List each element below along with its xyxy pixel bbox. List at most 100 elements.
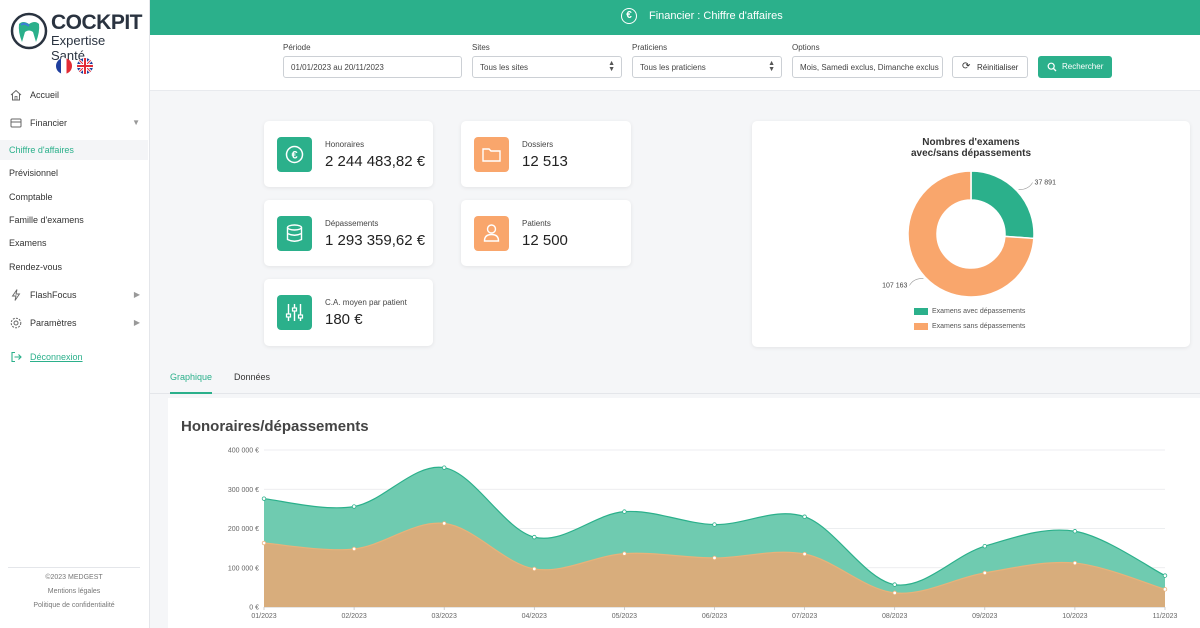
- data-point: [982, 570, 987, 576]
- tab-graphique[interactable]: Graphique: [170, 372, 213, 394]
- sidebar-subitem-label: Examens: [9, 238, 47, 248]
- data-point: [1072, 529, 1078, 534]
- legend-swatch: [914, 323, 928, 330]
- x-tick-label: 10/2023: [1062, 613, 1087, 620]
- sidebar-subitem-label: Famille d'examens: [9, 215, 84, 225]
- sidebar-subitem-previsionnel[interactable]: Prévisionnel: [0, 163, 148, 183]
- brand-subtitle: Expertise Santé: [51, 33, 106, 63]
- language-switcher: [56, 58, 96, 76]
- data-point: [442, 465, 447, 470]
- search-button[interactable]: Rechercher: [1038, 56, 1112, 78]
- folder-icon: [474, 137, 509, 172]
- area-chart: 0 € 100 000 € 200 000 € 300 000 € 400 000 € 0…: [228, 448, 1178, 621]
- french-flag-icon[interactable]: [56, 58, 72, 74]
- sites-select[interactable]: Tous les sites ▲ ▼: [472, 56, 622, 78]
- sidebar-item-parametres[interactable]: Paramètres ▶: [0, 312, 150, 336]
- data-point: [802, 551, 807, 557]
- donut-value-label: 107 163: [882, 283, 907, 290]
- data-point: [892, 582, 897, 587]
- period-input[interactable]: 01/01/2023 au 20/11/2023: [283, 56, 462, 78]
- data-point: [712, 555, 717, 561]
- kpi-value: 12 513: [522, 153, 568, 170]
- x-tick-label: 01/2023: [251, 613, 276, 620]
- donut-title-line1: Nombres d'examens: [922, 137, 1020, 148]
- chevron-down-icon: ▼: [132, 118, 140, 127]
- sidebar-subitem-famille-examens[interactable]: Famille d'examens: [0, 210, 148, 230]
- kpi-label: C.A. moyen par patient: [325, 298, 407, 307]
- page-title: Financier : Chiffre d'affaires: [649, 10, 783, 22]
- chevron-right-icon: ▶: [133, 318, 140, 327]
- x-tick-label: 08/2023: [882, 613, 907, 620]
- practitioners-value: Tous les praticiens: [640, 63, 706, 72]
- data-point: [892, 590, 897, 596]
- logout-icon: [11, 351, 22, 363]
- donut-leader-line: [909, 278, 924, 286]
- sidebar-subitem-label: Comptable: [9, 192, 53, 202]
- data-point: [442, 521, 447, 526]
- kpi-label: Honoraires: [325, 140, 365, 149]
- period-label: Période: [283, 43, 311, 52]
- filter-bar: Période 01/01/2023 au 20/11/2023 Sites T…: [150, 35, 1200, 91]
- kpi-card-depassements: Dépassements 1 293 359,62 €: [264, 200, 433, 266]
- kpi-card-ca-moyen: C.A. moyen par patient 180 €: [264, 279, 433, 346]
- kpi-value: 2 244 483,82 €: [325, 153, 426, 170]
- practitioners-select[interactable]: Tous les praticiens ▲ ▼: [632, 56, 782, 78]
- data-point: [351, 546, 357, 552]
- logout-link[interactable]: Déconnexion: [0, 346, 150, 370]
- reset-button[interactable]: ⟳ Réinitialiser: [952, 56, 1028, 78]
- euro-icon: €: [277, 137, 312, 172]
- legend-swatch: [914, 308, 928, 315]
- home-icon: [10, 89, 22, 101]
- euro-icon: €: [621, 8, 637, 24]
- kpi-card-dossiers: Dossiers 12 513: [461, 121, 631, 187]
- data-point: [622, 509, 627, 514]
- donut-card: Nombres d'examens avec/sans dépassements…: [752, 121, 1190, 347]
- privacy-link[interactable]: Politique de confidentialité: [33, 602, 115, 609]
- legal-link[interactable]: Mentions légales: [47, 588, 101, 595]
- sidebar-item-label: Financier: [30, 118, 68, 128]
- area-chart-card: Honoraires/dépassements 0 € 100 000 € 200 …: [168, 398, 1200, 628]
- logo[interactable]: COCKPIT Expertise Santé: [10, 12, 143, 63]
- sidebar-item-label: Paramètres: [30, 318, 77, 328]
- y-tick-label: 300 000 €: [228, 487, 259, 494]
- options-input[interactable]: Mois, Samedi exclus, Dimanche exclus: [792, 56, 943, 78]
- sidebar-subitem-label: Rendez-vous: [9, 262, 63, 272]
- search-label: Rechercher: [1062, 62, 1104, 71]
- sidebar-item-label: Accueil: [30, 90, 60, 100]
- y-tick-label: 400 000 €: [228, 448, 259, 455]
- kpi-label: Dossiers: [522, 140, 554, 149]
- data-point: [982, 543, 987, 549]
- tab-donnees[interactable]: Données: [234, 372, 271, 382]
- page-header: € Financier : Chiffre d'affaires: [150, 0, 1200, 35]
- refresh-icon: ⟳: [962, 61, 971, 72]
- sidebar-item-financier[interactable]: Financier ▼: [0, 112, 150, 136]
- x-tick-label: 04/2023: [522, 613, 547, 620]
- data-point: [532, 534, 537, 540]
- donut-title-line2: avec/sans dépassements: [910, 148, 1032, 159]
- sidebar-item-flashfocus[interactable]: FlashFocus ▶: [0, 284, 150, 308]
- donut-leader-line: [1018, 182, 1033, 190]
- x-tick-label: 03/2023: [432, 613, 457, 620]
- sidebar-subitem-comptable[interactable]: Comptable: [0, 187, 148, 207]
- x-tick-label: 07/2023: [792, 613, 817, 620]
- uk-flag-icon[interactable]: [77, 58, 93, 74]
- select-arrows-icon: ▲ ▼: [608, 60, 615, 73]
- chevron-right-icon: ▶: [133, 290, 140, 299]
- data-point: [351, 504, 357, 509]
- kpi-card-patients: Patients 12 500: [461, 200, 631, 266]
- data-point: [1162, 587, 1168, 592]
- lightning-icon: [11, 289, 21, 301]
- data-point: [261, 540, 267, 546]
- sidebar-footer: ©2023 MEDGEST Mentions légales Politique…: [8, 567, 140, 610]
- database-icon: [277, 216, 312, 251]
- options-value: Mois, Samedi exclus, Dimanche exclus: [800, 63, 939, 72]
- kpi-value: 12 500: [522, 232, 568, 249]
- reset-label: Réinitialiser: [977, 63, 1019, 72]
- sidebar-subitem-rendez-vous[interactable]: Rendez-vous: [0, 257, 148, 277]
- sidebar-subitem-examens[interactable]: Examens: [0, 233, 148, 253]
- sidebar-subitem-chiffre-affaires[interactable]: Chiffre d'affaires: [0, 140, 148, 160]
- user-icon: [474, 216, 509, 251]
- donut-chart: 37 891 107 163: [882, 170, 1056, 298]
- sidebar-item-accueil[interactable]: Accueil: [0, 84, 150, 108]
- kpi-label: Dépassements: [325, 219, 379, 228]
